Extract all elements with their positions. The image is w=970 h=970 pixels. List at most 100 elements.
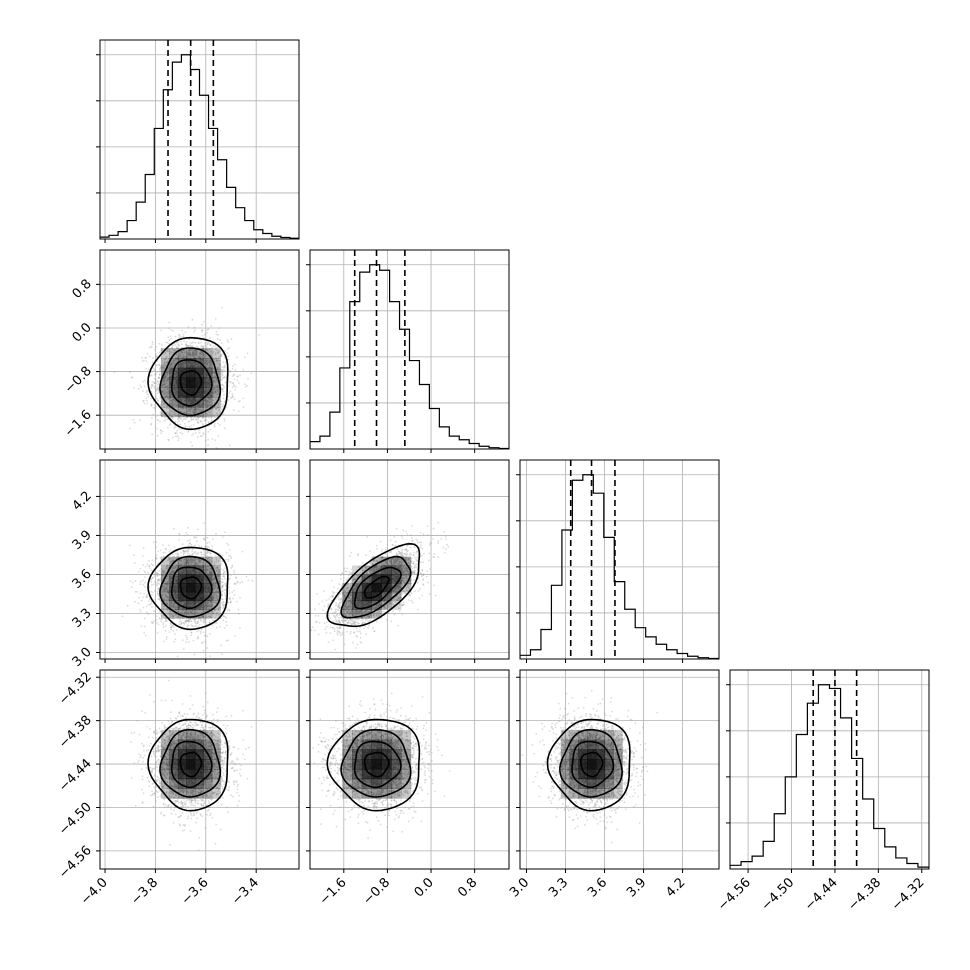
scatter-point [170, 628, 173, 631]
scatter-point [204, 348, 207, 351]
scatter-point [197, 408, 200, 411]
scatter-point [200, 345, 203, 348]
scatter-point [206, 361, 209, 364]
scatter-point [164, 357, 167, 360]
scatter-point [161, 383, 164, 386]
scatter-point [229, 601, 232, 604]
scatter-point [216, 368, 219, 371]
scatter-point [183, 623, 186, 626]
scatter-point [206, 348, 209, 350]
scatter-point [220, 568, 222, 571]
scatter-point [234, 583, 237, 585]
scatter-point [213, 358, 216, 361]
scatter-point [204, 640, 207, 643]
scatter-point [148, 565, 151, 568]
scatter-point [208, 572, 211, 574]
scatter-point [180, 612, 183, 615]
scatter-point [154, 409, 157, 412]
scatter-point [179, 418, 182, 420]
scatter-point [211, 399, 214, 401]
scatter-point [191, 342, 193, 345]
scatter-point [169, 423, 172, 425]
scatter-point [171, 399, 174, 402]
scatter-point [196, 354, 199, 357]
scatter-point [171, 401, 174, 403]
scatter-point [192, 625, 194, 628]
scatter-point [165, 564, 168, 567]
scatter-point [209, 364, 212, 366]
scatter-point [161, 415, 164, 417]
scatter-point [156, 575, 159, 577]
scatter-point [174, 432, 177, 435]
scatter-point [193, 536, 196, 538]
scatter-point [218, 406, 220, 409]
scatter-point [212, 399, 215, 402]
scatter-point [180, 620, 183, 623]
scatter-point [166, 607, 168, 610]
scatter-point [142, 564, 145, 566]
scatter-point [193, 620, 196, 622]
scatter-point [167, 336, 170, 339]
scatter-point [200, 329, 203, 332]
scatter-point [148, 564, 151, 567]
scatter-point [170, 399, 172, 402]
scatter-point [212, 597, 215, 600]
scatter-point [213, 375, 216, 377]
scatter-point [198, 560, 201, 563]
scatter-point [204, 399, 206, 401]
scatter-point [203, 419, 206, 422]
scatter-point [204, 555, 207, 557]
scatter-point [200, 619, 203, 621]
scatter-point [180, 560, 183, 562]
scatter-point [186, 355, 188, 358]
scatter-point [212, 357, 215, 360]
scatter-point [133, 562, 136, 565]
scatter-point [181, 352, 184, 354]
scatter-point [142, 579, 144, 582]
scatter-point [221, 373, 224, 376]
scatter-point [186, 560, 188, 563]
scatter-point [217, 333, 220, 336]
scatter-point [206, 407, 209, 409]
scatter-point [175, 356, 178, 359]
scatter-point [222, 575, 224, 578]
scatter-point [206, 556, 208, 559]
scatter-point [188, 349, 191, 351]
scatter-point [206, 604, 208, 607]
scatter-point [166, 583, 169, 586]
scatter-point [228, 554, 231, 557]
scatter-point [163, 584, 166, 587]
scatter-point [170, 605, 173, 608]
scatter-point [142, 380, 145, 383]
scatter-point [203, 334, 206, 336]
scatter-point [207, 357, 209, 359]
scatter-point [239, 627, 241, 629]
scatter-point [196, 356, 199, 359]
scatter-point [208, 556, 210, 559]
scatter-point [178, 355, 181, 358]
scatter-point [191, 554, 194, 557]
scatter-point [214, 567, 217, 570]
scatter-point [162, 544, 164, 546]
scatter-point [209, 616, 212, 618]
scatter-point [158, 377, 161, 380]
scatter-point [144, 634, 147, 637]
scatter-point [205, 354, 207, 357]
scatter-point [208, 360, 211, 363]
scatter-point [180, 351, 183, 353]
scatter-point [169, 562, 172, 565]
scatter-point [219, 580, 222, 583]
scatter-point [215, 390, 217, 393]
scatter-point [208, 608, 211, 611]
scatter-point [203, 362, 206, 365]
scatter-point [187, 429, 190, 432]
scatter-point [194, 622, 197, 624]
scatter-point [209, 556, 212, 558]
scatter-point [180, 410, 183, 413]
scatter-point [210, 344, 212, 346]
scatter-point [196, 611, 198, 614]
scatter-point [177, 418, 179, 421]
scatter-point [158, 342, 161, 345]
scatter-point [232, 384, 235, 386]
scatter-point [154, 407, 157, 410]
